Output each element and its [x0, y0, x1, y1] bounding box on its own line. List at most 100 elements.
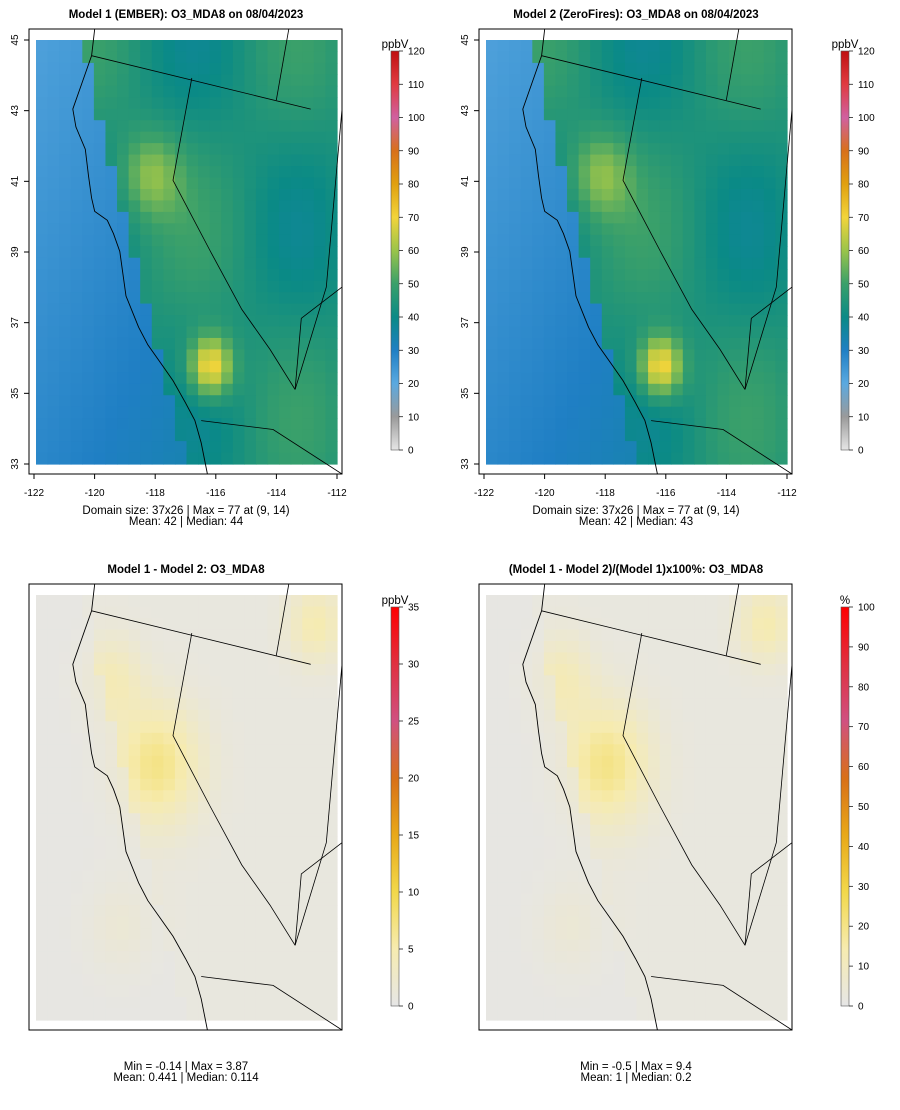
grid-cell [244, 383, 257, 396]
grid-cell [532, 303, 545, 316]
grid-cell [682, 143, 695, 156]
grid-cell [659, 870, 672, 883]
grid-cell [174, 721, 188, 734]
grid-cell [151, 870, 164, 883]
grid-cell [151, 893, 164, 906]
grid-cell [497, 974, 510, 987]
grid-cell [775, 870, 788, 883]
grid-cell [694, 985, 707, 998]
grid-cell [221, 870, 234, 883]
grid-cell [763, 859, 777, 872]
grid-cell [729, 97, 742, 110]
grid-cell [163, 154, 176, 167]
grid-cell [775, 280, 788, 293]
grid-cell [140, 686, 153, 699]
grid-cell [763, 257, 777, 270]
grid-cell [509, 166, 522, 179]
grid-cell [279, 246, 292, 259]
grid-cell [70, 985, 83, 998]
grid-cell [325, 246, 338, 259]
grid-cell [70, 709, 83, 722]
grid-cell [186, 395, 199, 408]
grid-cell [763, 698, 777, 711]
grid-cell [752, 269, 765, 282]
grid-cell [93, 744, 107, 757]
grid-cell [93, 177, 107, 190]
grid-cell [763, 675, 777, 688]
grid-cell [163, 790, 176, 803]
grid-cell [290, 40, 303, 53]
grid-cell [70, 951, 83, 964]
grid-cell [486, 74, 499, 87]
grid-cell [82, 441, 95, 454]
grid-cell [128, 640, 141, 654]
grid-cell [128, 617, 141, 631]
grid-cell [59, 882, 72, 895]
grid-cell [186, 721, 199, 734]
grid-cell [325, 188, 338, 202]
grid-cell [624, 1008, 638, 1021]
grid-cell [198, 349, 211, 362]
grid-cell [578, 303, 591, 316]
grid-cell [140, 905, 153, 918]
grid-cell [578, 698, 591, 711]
grid-cell [486, 269, 499, 282]
grid-cell [36, 767, 49, 780]
grid-cell [648, 326, 661, 339]
grid-cell [705, 452, 719, 465]
grid-cell [163, 939, 176, 952]
grid-cell [151, 188, 164, 202]
grid-cell [509, 62, 522, 75]
grid-cell [752, 629, 765, 642]
grid-cell [659, 951, 672, 964]
grid-cell [302, 441, 315, 454]
grid-cell [313, 337, 327, 351]
grid-cell [636, 51, 649, 64]
grid-cell [163, 606, 176, 619]
grid-cell [648, 303, 661, 316]
grid-cell [221, 836, 234, 849]
grid-cell [163, 166, 176, 179]
grid-cell [543, 292, 557, 305]
grid-cell [578, 709, 591, 722]
grid-cell [82, 143, 95, 156]
grid-cell [694, 595, 707, 608]
grid-cell [705, 166, 719, 179]
grid-cell [325, 326, 338, 339]
grid-cell [532, 755, 545, 768]
grid-cell [186, 337, 199, 351]
grid-cell [93, 120, 107, 133]
grid-cell [497, 200, 510, 213]
grid-cell [752, 406, 765, 419]
grid-cell [47, 51, 60, 64]
grid-cell [624, 200, 638, 213]
grid-cell [279, 234, 292, 247]
grid-cell [59, 870, 72, 883]
grid-cell [705, 698, 719, 711]
grid-cell [705, 905, 719, 918]
grid-cell [59, 847, 72, 860]
grid-cell [509, 372, 522, 385]
grid-cell [520, 154, 533, 167]
grid-cell [775, 824, 788, 837]
grid-cell [682, 74, 695, 87]
grid-cell [729, 360, 742, 373]
grid-cell [151, 337, 164, 351]
grid-cell [105, 652, 118, 665]
grid-cell [671, 383, 684, 396]
grid-cell [648, 131, 661, 144]
grid-cell [163, 905, 176, 918]
grid-cell [694, 200, 707, 213]
grid-cell [82, 859, 95, 872]
grid-cell [520, 200, 533, 213]
grid-cell [705, 595, 719, 608]
grid-cell [694, 74, 707, 87]
grid-cell [671, 269, 684, 282]
grid-cell [486, 85, 499, 98]
grid-cell [486, 246, 499, 259]
grid-cell [775, 813, 788, 826]
grid-cell [279, 836, 292, 849]
grid-cell [174, 732, 188, 745]
grid-cell [244, 120, 257, 133]
grid-cell [302, 755, 315, 768]
